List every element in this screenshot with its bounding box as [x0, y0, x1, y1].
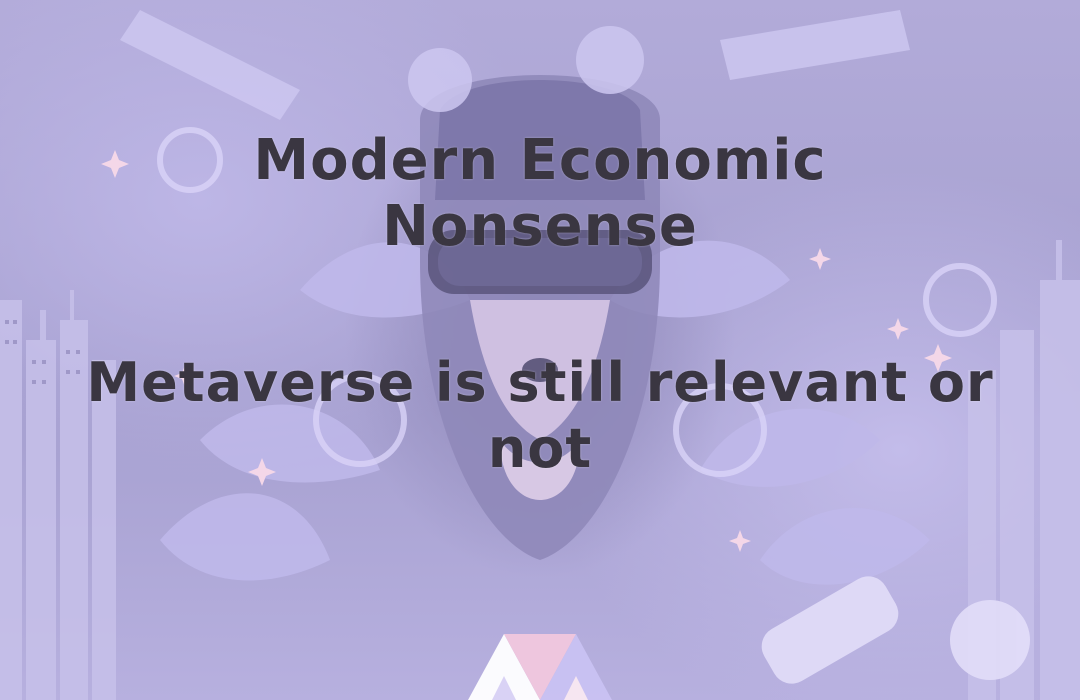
page-title: Modern Economic Nonsense [253, 128, 827, 259]
gadget-bottom-right [761, 576, 1030, 684]
triangle-m-logo-icon [468, 634, 612, 700]
page-subtitle: Metaverse is still relevant or not [86, 351, 994, 480]
tech-rings [157, 127, 997, 477]
title-block: Modern Economic Nonsense Metaverse is st… [0, 128, 1080, 482]
gadgets-top [120, 10, 910, 120]
city-skyline-left [0, 290, 116, 700]
city-windows-left [5, 320, 80, 384]
sparkles [101, 150, 952, 552]
vr-person [420, 75, 660, 560]
